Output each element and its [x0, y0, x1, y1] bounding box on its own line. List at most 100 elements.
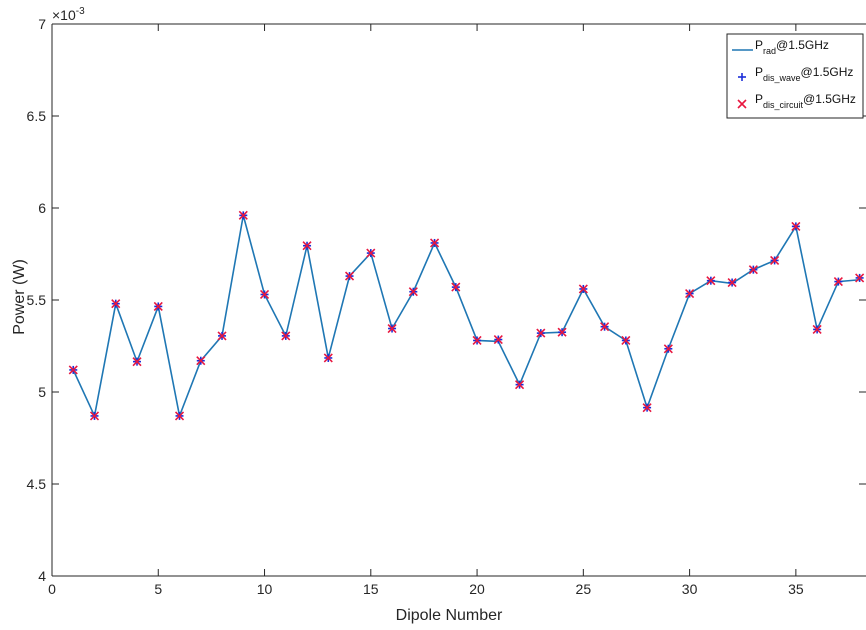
- x-marker-b: [472, 335, 482, 346]
- x-marker-b: [259, 289, 270, 300]
- x-marker-b: [302, 241, 312, 251]
- point-p-dis-circuit: [578, 284, 588, 294]
- x-marker-b: [281, 331, 291, 341]
- point-p-dis-circuit: [600, 322, 610, 332]
- point-p-dis-circuit: [153, 301, 163, 312]
- x-marker-b: [621, 335, 631, 346]
- point-p-dis-circuit: [833, 277, 843, 287]
- point-p-dis-circuit: [281, 331, 291, 341]
- x-marker-b: [111, 299, 121, 309]
- point-p-dis-circuit: [323, 353, 333, 363]
- legend-label: Pdis_circuit@1.5GHz: [755, 92, 856, 110]
- point-p-dis-circuit: [89, 411, 100, 421]
- point-p-dis-circuit: [855, 273, 865, 283]
- series-layer: [68, 210, 865, 421]
- point-p-dis-circuit: [217, 331, 227, 341]
- legend-label: Pdis_wave@1.5GHz: [755, 65, 853, 83]
- x-marker-b: [663, 344, 673, 354]
- x-marker-b: [493, 334, 503, 345]
- point-p-dis-circuit: [685, 288, 695, 299]
- x-axis-ticks: 0 5 10 15 20 25 30 35: [48, 24, 804, 597]
- x-tick-label: 15: [363, 581, 379, 597]
- point-p-dis-circuit: [727, 277, 737, 288]
- y-tick-label: 4.5: [27, 476, 47, 492]
- y-tick-label: 7: [38, 16, 46, 32]
- x-marker-b: [791, 221, 801, 231]
- x-axis-title: Dipole Number: [396, 607, 503, 624]
- point-p-dis-circuit: [621, 335, 631, 346]
- x-marker-b: [153, 301, 163, 312]
- x-marker-b: [515, 380, 525, 390]
- x-marker-b: [238, 210, 248, 220]
- y-tick-label: 4: [38, 568, 46, 584]
- point-p-dis-circuit: [344, 271, 355, 281]
- x-marker-b: [451, 282, 461, 292]
- y-axis-title: Power (W): [11, 259, 28, 335]
- point-p-dis-circuit: [366, 248, 376, 258]
- x-marker-b: [685, 288, 695, 299]
- legend-entry-p-rad: Prad@1.5GHz: [732, 38, 829, 56]
- point-p-dis-circuit: [111, 299, 121, 309]
- point-p-dis-circuit: [706, 276, 716, 286]
- point-p-dis-circuit: [536, 328, 546, 338]
- y-tick-label: 6.5: [27, 108, 47, 124]
- y-tick-label: 5.5: [27, 292, 47, 308]
- x-marker-b: [855, 273, 865, 283]
- x-marker-b: [748, 265, 758, 275]
- x-marker-b: [600, 322, 610, 332]
- x-tick-label: 5: [154, 581, 162, 597]
- x-marker-b: [132, 357, 142, 367]
- x-marker-b: [727, 277, 737, 288]
- point-p-dis-circuit: [408, 287, 418, 297]
- legend-x-swatch-b: [737, 99, 747, 109]
- x-marker-b: [642, 403, 652, 413]
- point-p-dis-circuit: [451, 282, 461, 292]
- point-p-dis-circuit: [302, 241, 312, 251]
- x-tick-label: 20: [469, 581, 485, 597]
- x-tick-label: 25: [576, 581, 592, 597]
- point-p-dis-circuit: [238, 210, 248, 220]
- x-marker-b: [366, 248, 376, 258]
- legend: Prad@1.5GHz Pdis_wave@1.5GHz Pdis_circuit@…: [726, 33, 864, 119]
- x-marker-b: [344, 271, 355, 281]
- point-p-dis-circuit: [472, 335, 482, 346]
- point-p-dis-circuit: [387, 323, 397, 334]
- y-tick-label: 5: [38, 384, 46, 400]
- point-p-dis-circuit: [493, 334, 503, 345]
- point-p-dis-circuit: [429, 238, 440, 248]
- x-marker-b: [706, 276, 716, 286]
- y-scale-factor: ×10-3: [52, 6, 85, 23]
- x-marker-b: [68, 365, 78, 375]
- x-tick-label: 35: [788, 581, 804, 597]
- point-p-dis-circuit: [196, 356, 206, 366]
- legend-entry-p-dis-circuit: Pdis_circuit@1.5GHz: [737, 92, 856, 110]
- y-scale-exponent: -3: [76, 6, 85, 17]
- point-p-dis-circuit: [557, 327, 567, 337]
- point-p-dis-circuit: [812, 324, 822, 335]
- point-p-dis-circuit: [770, 255, 780, 266]
- point-p-dis-circuit: [174, 411, 185, 421]
- x-marker-b: [196, 356, 206, 366]
- x-marker-b: [770, 255, 780, 266]
- x-marker-b: [408, 287, 418, 297]
- point-p-dis-circuit: [791, 221, 801, 231]
- x-marker-b: [833, 277, 843, 287]
- point-p-dis-circuit: [642, 403, 652, 413]
- x-marker-b: [89, 411, 100, 421]
- point-p-dis-circuit: [259, 289, 270, 300]
- point-p-dis-circuit: [663, 344, 673, 354]
- x-tick-label: 10: [257, 581, 273, 597]
- x-marker-b: [557, 327, 567, 337]
- point-p-dis-circuit: [748, 265, 758, 275]
- y-axis-ticks: 4 4.5 5 5.5 6 6.5 7: [27, 16, 866, 584]
- legend-entry-p-dis-wave: Pdis_wave@1.5GHz: [738, 65, 853, 83]
- y-tick-label: 6: [38, 200, 46, 216]
- point-p-dis-circuit: [68, 365, 78, 375]
- x-marker-b: [429, 238, 440, 248]
- point-p-dis-circuit: [132, 357, 142, 367]
- series-line-p-rad: [72, 215, 860, 419]
- x-marker-b: [812, 324, 822, 335]
- x-marker-b: [387, 323, 397, 334]
- x-marker-b: [217, 331, 227, 341]
